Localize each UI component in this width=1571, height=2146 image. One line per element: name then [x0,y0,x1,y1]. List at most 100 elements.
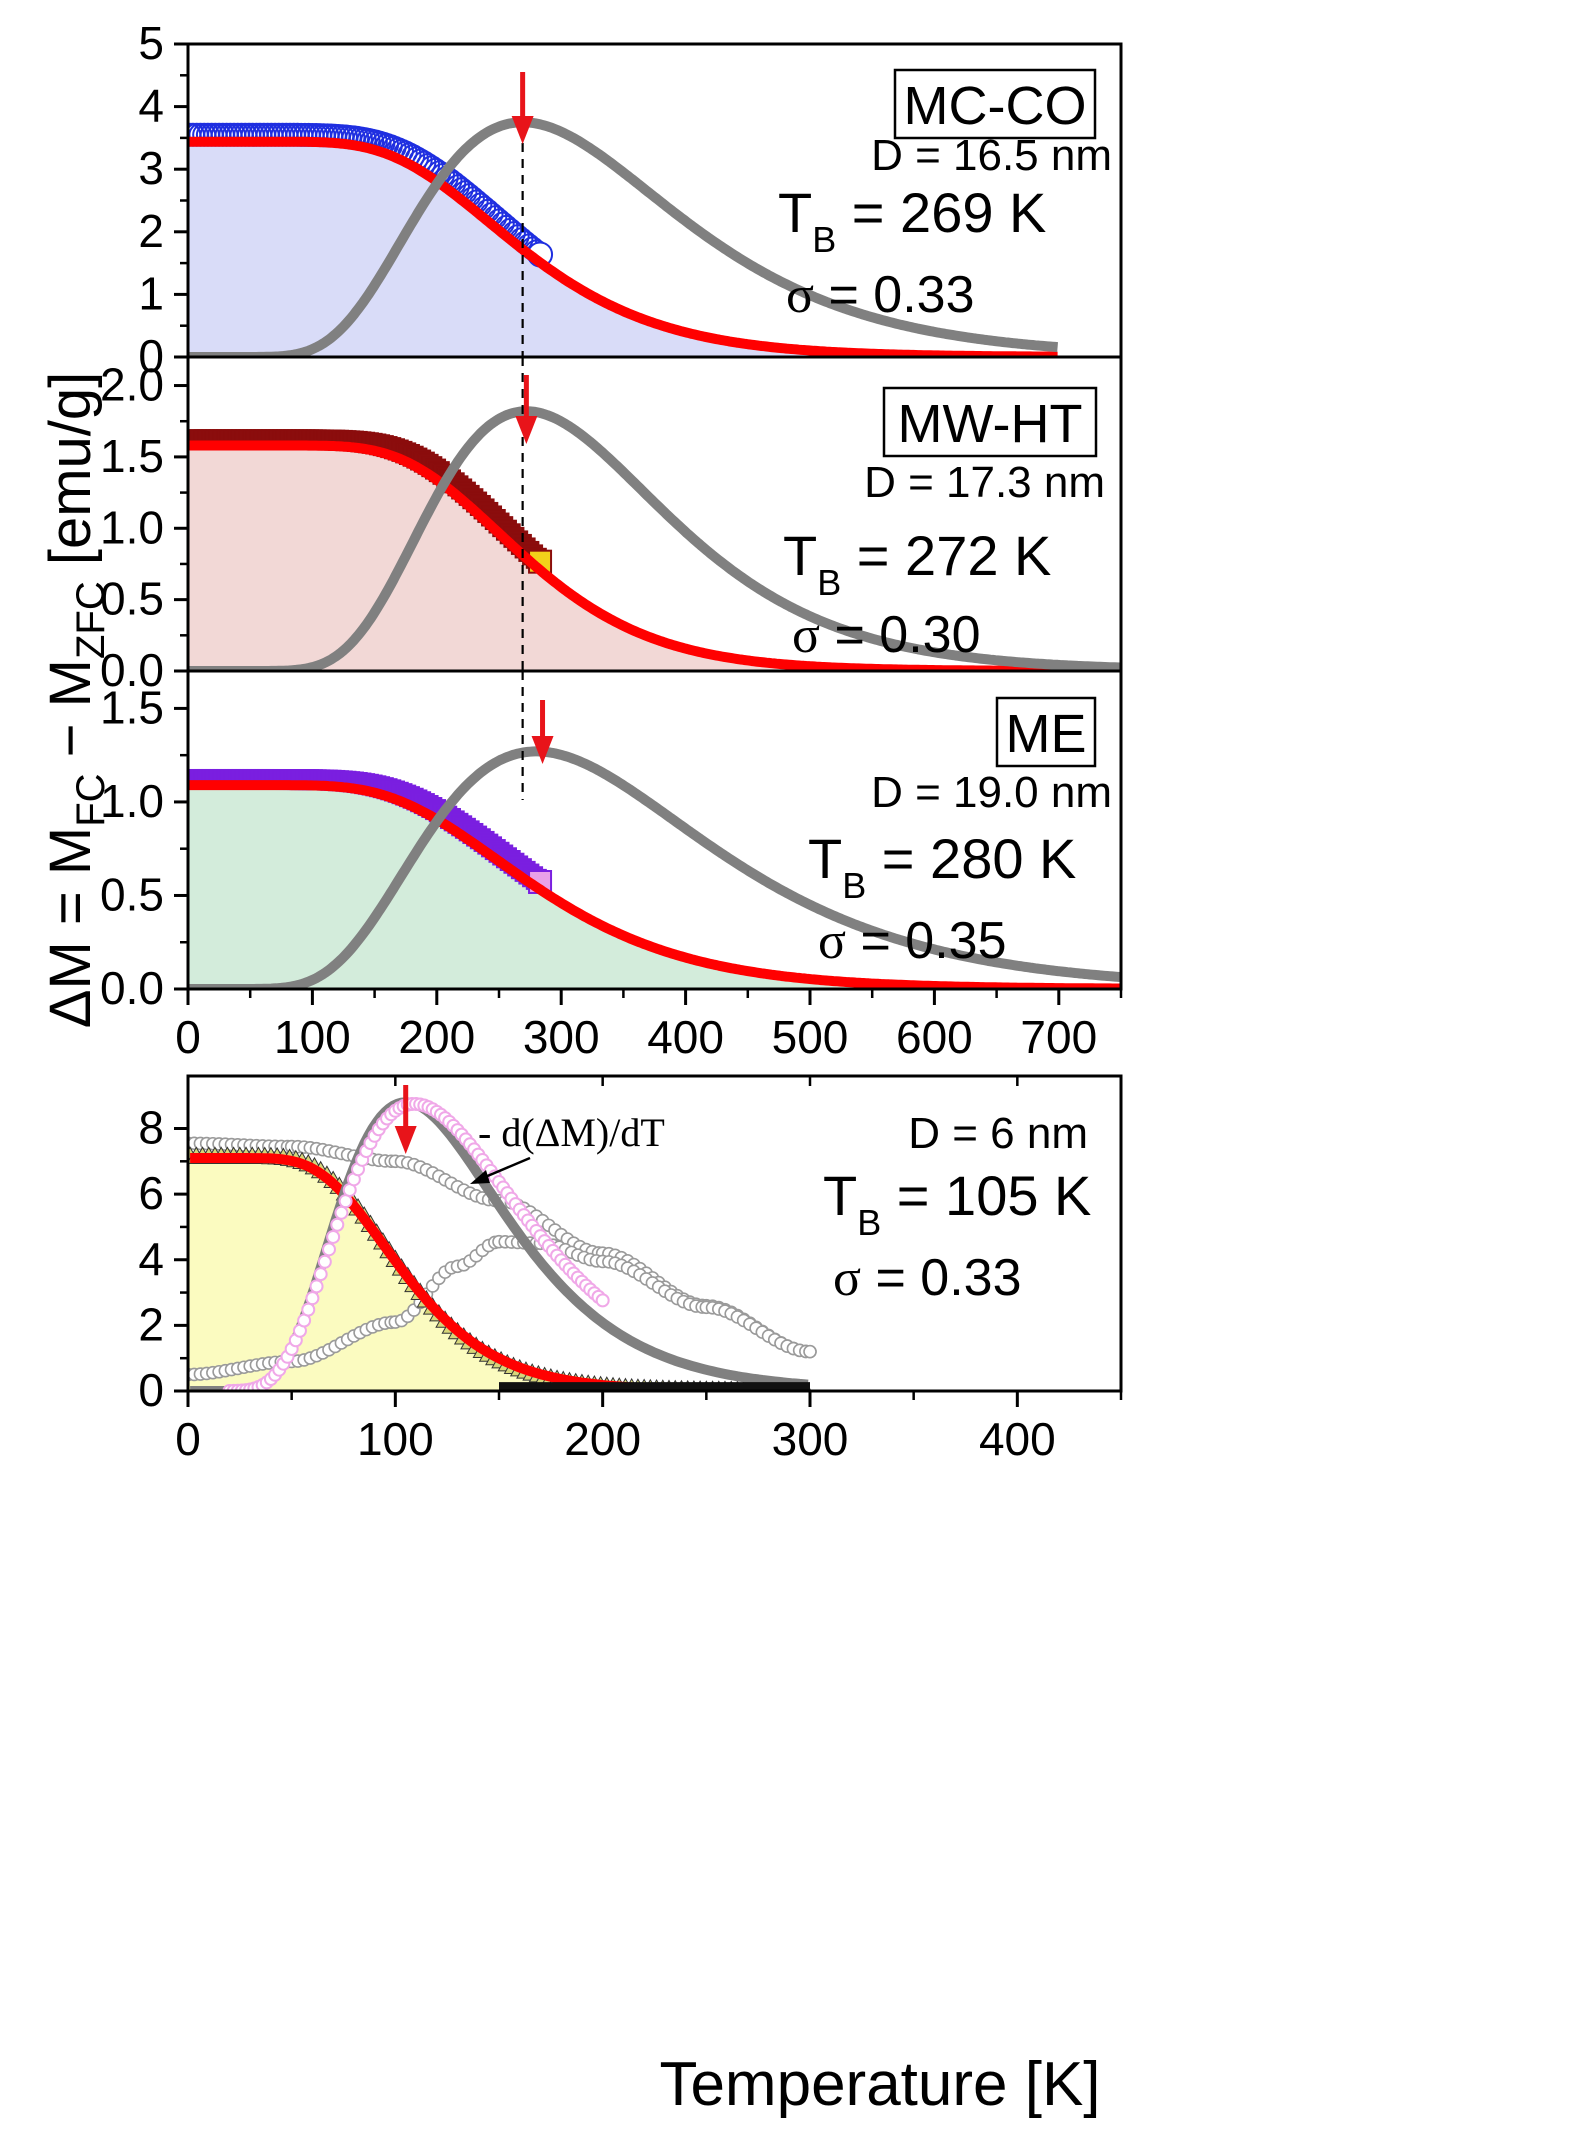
distribution-curve [188,746,1121,989]
y-axis-label-main: ΔM = M [38,827,103,1028]
derivative-point [301,1302,316,1317]
zfc-point [803,1344,817,1359]
sigma-text: σ = 0.33 [833,1249,1022,1307]
sample-label: ME [1006,704,1087,764]
x-tick-label: 0 [175,1413,201,1465]
x-tick-label: 400 [647,1011,724,1063]
y-axis-label-minus: − M [38,659,103,773]
derivative-point [595,1293,610,1308]
fit-curve [188,780,1121,989]
plot-area [188,406,1121,671]
tb-text: TB = 280 K [808,827,1076,906]
fit-area-fill [188,141,1059,357]
x-tick-label: 500 [772,1011,849,1063]
sample-label: MC-CO [904,76,1087,136]
y-axis-label-units: [emu/g] [38,372,103,582]
tb-value: = 280 K [866,827,1076,890]
sigma-value: = 0.33 [861,1249,1021,1307]
tb-text: TB = 272 K [783,524,1051,603]
derivative-point [321,1242,336,1257]
x-tick-label: 600 [896,1011,973,1063]
sigma-value: = 0.33 [814,266,974,324]
y-tick-label: 8 [138,1102,164,1154]
x-ticks: 0 100 200 300 400 500 600 700 [175,989,1123,1063]
y-tick-label: 1.5 [100,681,164,733]
x-tick-label: 200 [398,1011,475,1063]
tb-arrow-head [394,1126,417,1154]
x-ticks: 0 100 200 300 400 [175,1391,1123,1465]
y-tick-label: 0.5 [100,868,164,920]
tb-arrow-head [511,116,534,144]
tb-subscript: B [817,562,841,603]
diameter-text: D = 16.5 nm [871,131,1112,180]
derivative-pointer-head [470,1170,490,1184]
plot-area [188,117,1061,357]
sigma-text: σ = 0.35 [818,912,1007,970]
y-tick-label: 5 [138,17,164,69]
sigma-symbol: σ [792,607,820,664]
tb-value: = 272 K [841,524,1051,587]
y-tick-label: 0 [138,1364,164,1416]
x-tick-label: 300 [772,1413,849,1465]
y-tick-label: 0.0 [100,644,164,696]
x-tick-label: 200 [564,1413,641,1465]
tb-text: TB = 269 K [778,181,1046,260]
tb-symbol: T [808,827,842,890]
x-tick-label: 100 [357,1413,434,1465]
y-tick-label: 4 [138,80,164,132]
y-axis-label-fc-subscript: FC [69,773,113,826]
sample-label-box [893,68,1097,140]
x-tick-label: 100 [274,1011,351,1063]
derivative-point [313,1267,328,1282]
sample-label: MW-HT [898,394,1083,454]
derivative-point [334,1205,349,1220]
tb-value: = 269 K [836,181,1046,244]
panel-mw-ht: 0.0 0.5 1.0 1.5 2.0 MW-HTD = 17.3 nm TB = 272 … [100,355,1123,696]
y-tick-label: 2 [138,1298,164,1350]
sigma-symbol: σ [818,913,846,970]
y-axis-label: ΔM = MFC − MZFC [emu/g] [38,372,113,1029]
x-tick-label: 400 [979,1413,1056,1465]
diameter-text: D = 17.3 nm [864,458,1105,507]
panel-me: 0.0 0.5 1.0 1.5 0 100 200 300 400 500 600 700 MED = … [100,669,1123,1063]
fit-area-fill [188,445,1121,671]
diameter-text: D = 6 nm [908,1109,1088,1158]
x-tick-label: 300 [523,1011,600,1063]
y-ticks: 0.0 0.5 1.0 1.5 2.0 [100,359,188,696]
y-tick-label: 1 [138,267,164,319]
plot-frame [186,669,1123,991]
y-tick-label: 0.5 [100,573,164,625]
tb-subscript: B [842,865,866,906]
tb-symbol: T [778,181,812,244]
sigma-value: = 0.30 [820,606,980,664]
y-tick-label: 0.0 [100,962,164,1014]
y-tick-label: 6 [138,1167,164,1219]
sigma-symbol: σ [833,1250,861,1307]
sample-label-box [995,696,1097,768]
plot-frame [186,1074,1123,1393]
sigma-symbol: σ [786,267,814,324]
y-axis-label-zfc-subscript: ZFC [69,581,113,659]
derivative-point [326,1229,341,1244]
distribution-curve [188,117,1061,357]
x-axis-label: Temperature [K] [659,2050,1100,2119]
derivative-point [317,1254,332,1269]
tb-subscript: B [857,1202,881,1243]
panel-6nm: 0 2 4 6 8 0 100 200 300 400 D = 6 nm TB = 105 K σ = … [138,1074,1123,1465]
plot-area [188,746,1121,989]
tb-symbol: T [783,524,817,587]
derivative-point [305,1291,320,1306]
y-tick-label: 0 [138,330,164,382]
y-tick-label: 2 [138,205,164,257]
y-ticks: 0 2 4 6 8 [138,1102,188,1416]
derivative-label: - d(ΔM)/dT [478,1110,665,1155]
x-tick-label: 0 [175,1011,201,1063]
sigma-value: = 0.35 [846,912,1006,970]
x-tick-label: 700 [1020,1011,1097,1063]
tb-arrow-head [531,736,554,764]
y-tick-label: 4 [138,1233,164,1285]
derivative-points [222,1096,610,1391]
y-tick-label: 3 [138,142,164,194]
y-tick-label: 2.0 [100,359,164,411]
